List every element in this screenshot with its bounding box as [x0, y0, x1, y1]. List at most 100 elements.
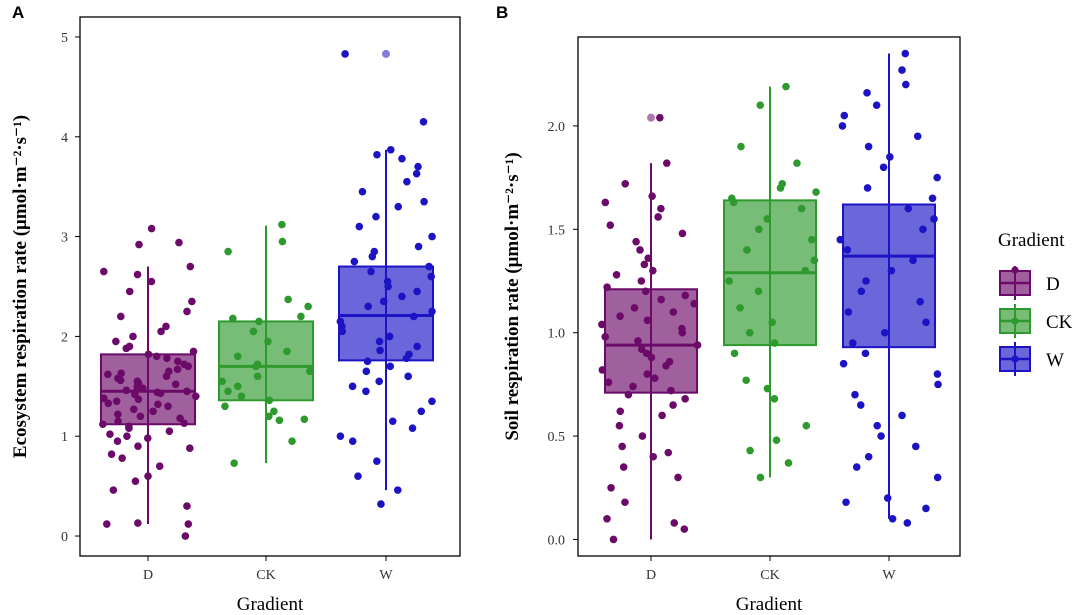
data-point	[229, 314, 237, 323]
data-point	[603, 283, 611, 291]
data-point	[872, 101, 881, 110]
data-point	[919, 225, 927, 234]
data-point	[184, 520, 193, 528]
data-point	[657, 295, 665, 304]
panel-label: A	[12, 3, 24, 22]
data-point	[175, 238, 183, 247]
y-tick-label: 0.0	[548, 533, 566, 548]
data-point	[656, 113, 664, 122]
data-point	[616, 407, 625, 416]
data-point	[641, 287, 650, 296]
data-point	[755, 225, 763, 234]
data-point	[782, 82, 790, 91]
data-point	[598, 320, 606, 329]
data-point	[300, 415, 309, 424]
data-point	[810, 256, 819, 265]
data-point	[603, 514, 611, 523]
data-point	[922, 504, 930, 513]
data-point	[877, 432, 885, 440]
x-tick-label: W	[882, 568, 896, 583]
outlier-point	[382, 49, 390, 58]
data-point	[730, 349, 739, 358]
data-point	[233, 382, 242, 391]
data-point	[420, 197, 428, 206]
data-point	[909, 256, 917, 265]
data-point	[612, 270, 621, 279]
data-point	[278, 220, 286, 229]
data-point	[607, 483, 615, 492]
data-point	[154, 400, 162, 409]
data-point	[654, 213, 662, 221]
data-point	[221, 402, 229, 411]
data-point	[413, 287, 421, 296]
y-tick-label: 1.5	[548, 223, 566, 238]
data-point	[106, 430, 114, 439]
data-point	[618, 442, 626, 451]
data-point	[144, 350, 153, 359]
data-point	[362, 367, 371, 376]
data-point	[630, 304, 639, 312]
data-point	[377, 500, 385, 508]
y-tick-label: 1	[61, 430, 68, 445]
data-point	[125, 422, 133, 431]
data-point	[616, 312, 624, 320]
box-W	[842, 203, 936, 349]
data-point	[598, 366, 607, 374]
data-point	[680, 525, 689, 533]
data-point	[405, 350, 413, 359]
data-point	[144, 472, 152, 480]
data-point	[621, 180, 630, 188]
data-point	[933, 173, 941, 182]
data-point	[134, 442, 142, 451]
data-point	[230, 459, 238, 467]
data-point	[288, 437, 296, 446]
data-point	[155, 462, 164, 470]
data-point	[678, 229, 687, 238]
data-point	[883, 494, 892, 502]
data-point	[643, 370, 652, 378]
data-point	[373, 150, 381, 159]
data-point	[253, 372, 262, 381]
data-point	[743, 246, 751, 254]
data-point	[615, 421, 624, 430]
legend-key-dot	[1011, 317, 1019, 325]
data-point	[253, 360, 262, 369]
data-point	[754, 287, 763, 296]
data-point	[134, 519, 142, 527]
data-point	[125, 342, 134, 351]
data-point	[237, 392, 246, 401]
data-point	[183, 502, 191, 510]
y-axis-label: Ecosystem respiration rate (μmol·m⁻²·s⁻¹…	[10, 115, 31, 458]
data-point	[348, 437, 357, 446]
data-point	[601, 198, 610, 207]
data-point	[218, 377, 226, 386]
data-point	[681, 291, 690, 300]
legend-label: CK	[1046, 312, 1073, 333]
legend-label: W	[1046, 350, 1064, 371]
x-tick-label: W	[379, 568, 393, 583]
data-point	[181, 532, 190, 540]
data-point	[388, 417, 397, 426]
data-point	[153, 388, 162, 397]
data-point	[657, 204, 665, 213]
data-point	[100, 394, 108, 403]
data-point	[665, 357, 674, 366]
data-point	[770, 339, 779, 347]
data-point	[624, 390, 633, 399]
y-tick-label: 4	[61, 131, 68, 146]
data-point	[99, 267, 108, 276]
data-point	[149, 407, 157, 416]
data-point	[173, 365, 182, 374]
data-point	[114, 417, 122, 426]
data-point	[839, 359, 848, 368]
data-point	[428, 397, 436, 406]
data-point	[898, 411, 906, 420]
data-point	[632, 237, 640, 246]
data-point	[903, 519, 912, 527]
legend-key-dot	[1011, 266, 1019, 274]
x-tick-label: CK	[256, 568, 275, 583]
data-point	[619, 463, 628, 471]
data-point	[933, 370, 942, 378]
y-tick-label: 3	[61, 231, 68, 246]
